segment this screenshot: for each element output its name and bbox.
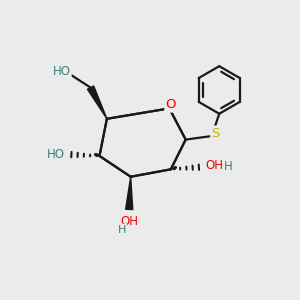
Text: OH: OH <box>120 215 138 228</box>
Polygon shape <box>87 86 107 119</box>
Text: OH: OH <box>205 159 223 172</box>
Text: O: O <box>166 98 176 111</box>
Text: HO: HO <box>53 65 71 78</box>
Text: S: S <box>211 127 220 140</box>
Text: HO: HO <box>47 148 65 161</box>
Polygon shape <box>126 177 133 210</box>
Text: O: O <box>166 98 176 111</box>
Text: H: H <box>118 225 126 235</box>
Text: H: H <box>224 160 233 173</box>
